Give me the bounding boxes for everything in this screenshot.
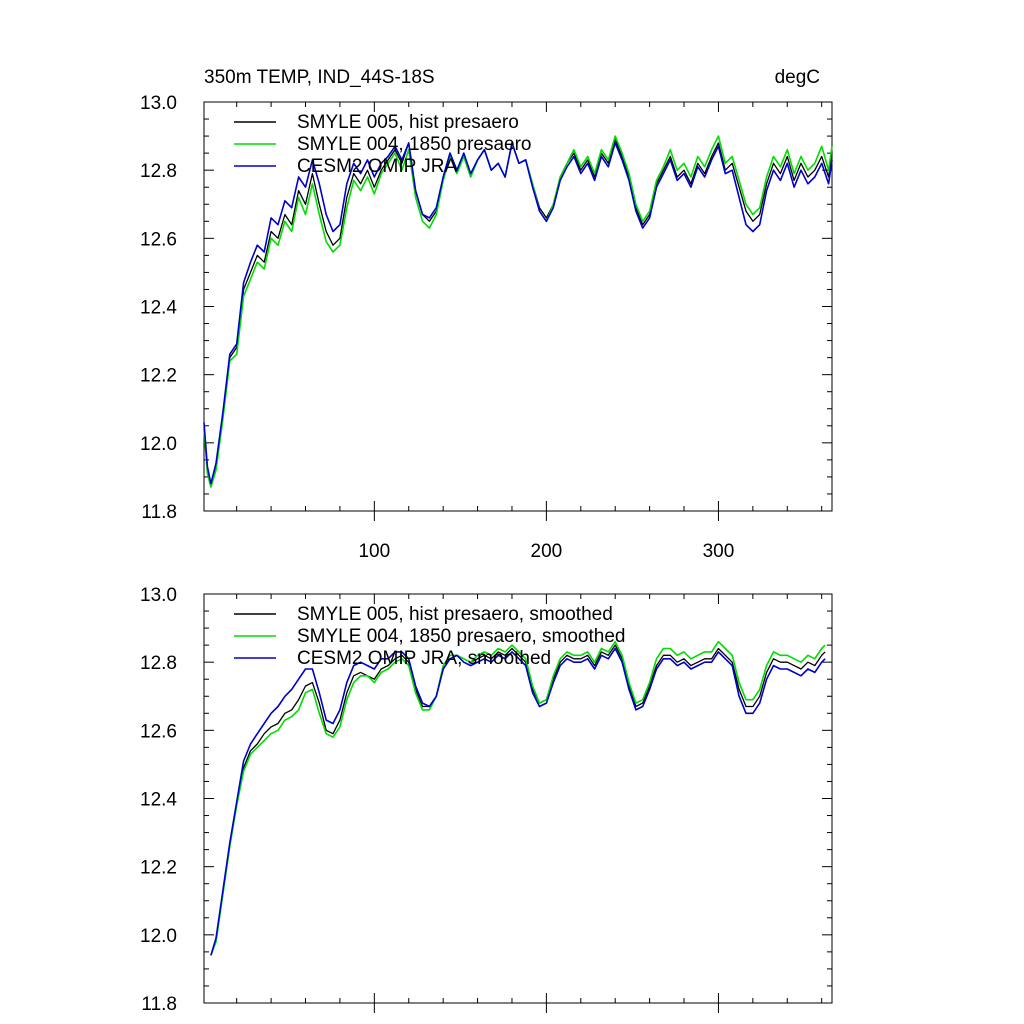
bottom-y-tick-label: 12.0 xyxy=(140,926,177,947)
top-legend-label-1850-presaero: SMYLE 004, 1850 presaero xyxy=(297,134,532,155)
top-legend-label-omip-jra: CESM2 OMIP JRA xyxy=(297,156,457,177)
bottom-panel: 11.8 12.0 12.2 12.4 12.6 12.8 13.0 SMYLE 005, h… xyxy=(140,585,833,1015)
bottom-y-tick-label: 13.0 xyxy=(140,585,177,606)
bottom-legend-label-1850-presaero: SMYLE 004, 1850 presaero, smoothed xyxy=(297,626,625,647)
top-y-tick-label: 12.8 xyxy=(140,161,177,182)
top-y-tick-label: 12.0 xyxy=(140,434,177,455)
top-x-tick-label: 100 xyxy=(358,541,390,562)
bottom-series-line-hist-presaero xyxy=(210,644,826,956)
top-y-tick-label: 12.6 xyxy=(140,229,177,250)
top-series-line-omip-jra xyxy=(203,142,833,485)
bottom-series-line-omip-jra xyxy=(210,647,826,956)
bottom-y-tick-label: 11.8 xyxy=(141,994,177,1015)
top-y-tick-label: 11.8 xyxy=(141,502,177,523)
bottom-legend-label-hist-presaero: SMYLE 005, hist presaero, smoothed xyxy=(297,604,613,625)
top-y-tick-label: 13.0 xyxy=(140,93,177,114)
top-series-line-1850-presaero xyxy=(203,135,833,488)
top-y-tick-label: 12.2 xyxy=(140,366,177,387)
chart-units: degC xyxy=(775,67,820,88)
bottom-y-tick-label: 12.2 xyxy=(140,858,177,879)
bottom-legend-label-omip-jra: CESM2 OMIP JRA, smoothed xyxy=(297,648,551,669)
bottom-y-tick-label: 12.6 xyxy=(140,721,177,742)
chart-title: 350m TEMP, IND_44S-18S xyxy=(204,67,435,88)
top-x-tick-label: 300 xyxy=(703,541,735,562)
bottom-y-tick-label: 12.8 xyxy=(140,653,177,674)
top-y-tick-label: 12.4 xyxy=(140,298,177,319)
top-legend-label-hist-presaero: SMYLE 005, hist presaero xyxy=(297,112,519,133)
bottom-series-line-1850-presaero xyxy=(210,640,826,956)
top-panel: 11.8 12.0 12.2 12.4 12.6 12.8 13.0 100 200 300 SMY… xyxy=(140,93,833,562)
bottom-y-tick-label: 12.4 xyxy=(140,790,177,811)
top-x-tick-label: 200 xyxy=(531,541,563,562)
